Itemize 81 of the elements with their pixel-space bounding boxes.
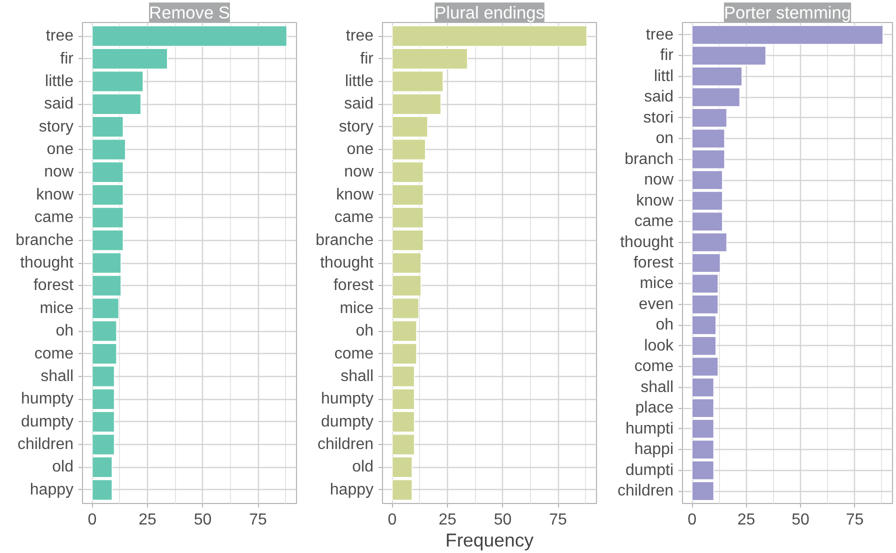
y-tick-label: children [17, 436, 74, 454]
y-tick-label: oh [356, 322, 374, 340]
x-tick-label: 0 [388, 512, 397, 528]
y-tick-label: know [636, 192, 674, 210]
y-tick-label: little [345, 72, 374, 90]
y-tick-label: forest [633, 254, 674, 272]
y-tick-label: dumpty [321, 413, 374, 430]
y-tick-label: forest [333, 277, 374, 294]
y-tick-label: came [334, 209, 374, 226]
y-tick-label: thought [320, 254, 374, 272]
x-tick-label: 25 [438, 512, 456, 528]
y-tick-label: mice [40, 300, 74, 317]
x-tick-label: 25 [138, 512, 156, 528]
y-tick-label: story [38, 118, 74, 136]
y-tick-label: know [336, 186, 374, 204]
y-tick-label: said [344, 96, 374, 113]
y-tick-label: now [44, 164, 74, 181]
y-tick-label: on [656, 130, 674, 148]
y-tick-label: happi [634, 441, 674, 458]
y-tick-label: came [34, 209, 74, 226]
y-tick-label: littl [654, 68, 674, 85]
y-tick-label: fir [60, 50, 74, 68]
y-tick-label: oh [56, 322, 74, 340]
x-tick-label: 0 [688, 512, 697, 528]
y-tick-label: happy [330, 481, 374, 498]
chart-title: Remove S [149, 2, 230, 22]
chart-title: Porter stemming [724, 2, 852, 22]
chart-title: Plural endings [434, 2, 545, 22]
y-tick-label: come [34, 345, 74, 362]
y-tick-label: even [638, 296, 674, 313]
y-tick-label: branche [316, 232, 374, 249]
x-tick-label: 50 [792, 512, 810, 528]
y-tick-label: old [52, 458, 74, 476]
y-tick-label: now [644, 172, 674, 189]
y-tick-label: come [634, 358, 674, 376]
y-tick-label: tree [646, 26, 674, 44]
y-tick-label: branche [16, 232, 74, 249]
y-tick-label: one [346, 141, 374, 158]
y-tick-label: now [344, 164, 374, 181]
y-tick-label: humpty [321, 390, 374, 408]
y-tick-label: said [644, 88, 674, 106]
y-tick-label: tree [46, 28, 74, 45]
x-tick-label: 0 [88, 512, 97, 528]
y-tick-label: mice [640, 275, 674, 292]
y-tick-label: said [44, 96, 74, 113]
y-tick-label: came [634, 213, 674, 230]
y-tick-label: branch [624, 150, 674, 168]
y-tick-label: little [45, 72, 74, 90]
y-tick-label: look [644, 337, 674, 354]
y-tick-label: thought [20, 254, 74, 272]
y-tick-label: children [317, 436, 374, 454]
y-tick-label: come [334, 345, 374, 362]
y-tick-label: humpty [21, 390, 74, 408]
x-axis-title: Frequency [445, 530, 534, 550]
y-tick-label: shall [640, 378, 674, 396]
y-tick-label: dumpti [625, 462, 674, 479]
x-tick-label: 25 [737, 512, 756, 528]
y-tick-label: oh [656, 316, 674, 334]
y-tick-label: forest [33, 277, 74, 294]
y-tick-label: children [617, 482, 674, 500]
y-tick-label: humpti [625, 420, 674, 438]
y-tick-label: story [338, 118, 374, 136]
y-tick-label: know [36, 186, 74, 204]
y-tick-label: stori [643, 109, 674, 126]
y-tick-label: shall [40, 368, 74, 385]
x-tick-label: 50 [194, 512, 212, 528]
x-tick-label: 75 [249, 512, 268, 528]
y-tick-label: shall [340, 368, 374, 385]
y-tick-label: mice [340, 300, 374, 317]
y-tick-label: place [635, 400, 674, 417]
y-tick-label: dumpty [21, 413, 74, 430]
y-tick-label: fir [660, 47, 674, 64]
y-tick-label: thought [620, 234, 674, 251]
y-tick-label: tree [346, 28, 374, 45]
x-tick-label: 75 [846, 512, 864, 528]
y-tick-label: old [352, 458, 374, 476]
y-tick-label: one [46, 141, 74, 158]
x-tick-label: 50 [494, 512, 512, 528]
y-tick-label: happy [30, 481, 74, 498]
y-tick-label: fir [360, 50, 374, 68]
x-tick-label: 75 [549, 512, 568, 528]
